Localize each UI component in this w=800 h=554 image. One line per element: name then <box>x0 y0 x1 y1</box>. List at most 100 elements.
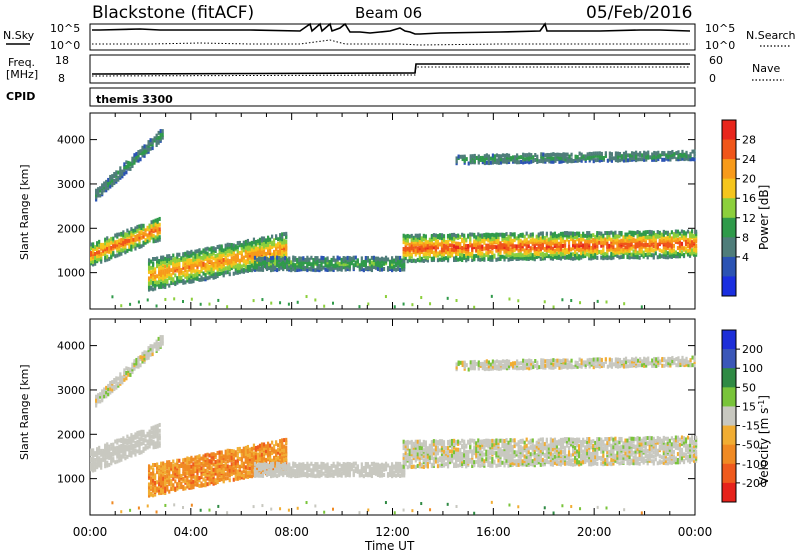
power-cell <box>126 239 129 244</box>
power-cell <box>529 232 532 237</box>
velocity-cell <box>278 462 281 467</box>
power-cell <box>538 159 541 164</box>
power-cell <box>501 232 504 237</box>
power-cell <box>253 255 257 260</box>
power-cell <box>465 237 468 242</box>
power-cell <box>342 256 345 261</box>
velocity-cell <box>259 473 263 478</box>
power-cell <box>651 155 654 160</box>
power-cell <box>143 153 146 158</box>
power-cell <box>632 237 635 242</box>
velocity-cell <box>263 466 267 471</box>
power-cell <box>511 257 514 262</box>
velocity-cell <box>362 468 365 473</box>
velocity-cell <box>150 438 153 443</box>
power-cell <box>448 248 452 253</box>
power-cell <box>320 261 323 266</box>
power-cell <box>214 257 217 262</box>
velocity-cell <box>402 458 405 463</box>
power-cell <box>286 260 289 265</box>
power-cell <box>113 171 116 176</box>
power-cell <box>519 238 522 243</box>
power-cell <box>140 223 143 228</box>
power-cell <box>695 237 698 242</box>
velocity-cell <box>418 464 421 469</box>
power-cell <box>136 227 139 232</box>
power-cell <box>354 263 357 268</box>
power-cell <box>380 259 384 264</box>
velocity-cell <box>314 462 317 467</box>
power-cell <box>598 240 601 245</box>
power-cell <box>565 231 569 236</box>
power-cell <box>186 260 189 265</box>
power-cell <box>244 249 247 254</box>
velocity-cell <box>412 448 415 453</box>
power-cell <box>582 233 585 238</box>
power-cell <box>690 251 694 256</box>
velocity-cell <box>186 456 189 461</box>
power-cell <box>507 257 510 262</box>
velocity-cell <box>380 473 384 478</box>
velocity-cell <box>118 448 121 453</box>
power-cell <box>650 242 653 247</box>
power-cell <box>283 232 286 237</box>
power-cell <box>182 257 185 262</box>
velocity-cell <box>114 439 117 444</box>
power-cell <box>561 243 565 248</box>
power-cell <box>272 267 275 272</box>
power-cell <box>158 258 161 263</box>
power-cell <box>168 260 171 265</box>
power-cell <box>442 248 446 253</box>
velocity-cell <box>126 445 129 450</box>
power-cell <box>310 255 313 260</box>
power-cell <box>459 257 462 262</box>
power-cell <box>653 157 656 162</box>
power-cell <box>170 258 173 263</box>
velocity-cell <box>126 447 129 452</box>
power-cell <box>316 259 319 264</box>
velocity-cell <box>348 468 351 473</box>
velocity-cell <box>128 448 131 453</box>
velocity-cell <box>388 465 392 470</box>
velocity-cell <box>226 464 229 469</box>
power-cell <box>626 250 629 255</box>
velocity-cell <box>136 442 139 447</box>
power-cell <box>370 260 374 265</box>
power-cell <box>551 232 555 237</box>
power-cell <box>101 188 104 193</box>
power-cell <box>200 275 203 280</box>
power-cell <box>244 264 247 269</box>
power-cell <box>547 254 550 259</box>
power-cell <box>350 260 353 265</box>
power-cell <box>656 242 659 247</box>
power-cell <box>148 232 151 237</box>
power-cell <box>160 260 163 265</box>
velocity-cell <box>260 444 264 449</box>
power-cell <box>157 130 160 135</box>
velocity-cell <box>200 466 203 471</box>
power-cell <box>120 248 123 253</box>
power-cell <box>158 262 161 267</box>
power-cell <box>294 256 297 261</box>
velocity-cell <box>368 468 372 473</box>
power-cell <box>564 156 567 161</box>
power-cell <box>261 298 264 302</box>
velocity-cell <box>214 453 217 458</box>
power-cell <box>684 239 688 244</box>
power-cell <box>690 248 694 253</box>
power-cell <box>489 255 492 260</box>
velocity-cell <box>344 471 347 476</box>
power-cell <box>344 256 347 261</box>
velocity-cell <box>424 460 427 465</box>
power-cell <box>479 243 482 248</box>
power-cell <box>399 255 402 260</box>
power-cell <box>440 245 444 250</box>
power-cell <box>479 249 482 254</box>
power-cell <box>152 272 155 277</box>
power-cell <box>539 236 542 241</box>
power-cell <box>517 248 520 253</box>
power-cell <box>414 237 417 242</box>
power-cell <box>192 273 195 278</box>
velocity-cell <box>257 467 261 472</box>
power-cell <box>144 232 147 237</box>
